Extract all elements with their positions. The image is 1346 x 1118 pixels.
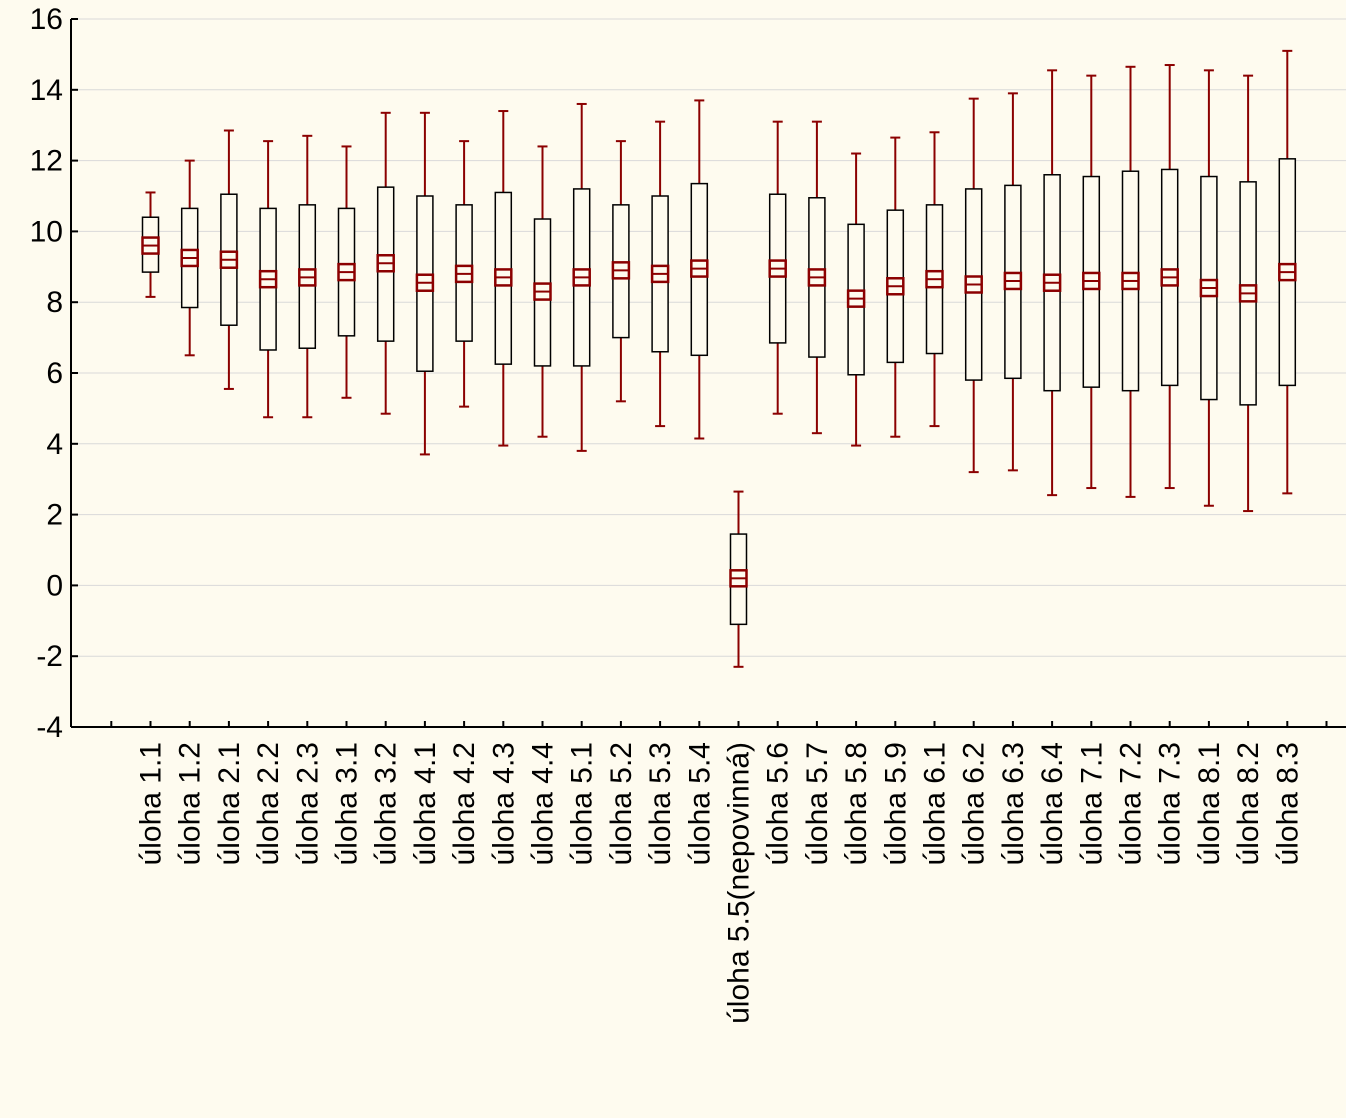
box-item xyxy=(1278,49,1297,495)
box-item xyxy=(180,159,199,357)
box-item xyxy=(964,97,983,474)
x-category-label: úloha 1.2 xyxy=(174,742,207,865)
y-tick-label: -2 xyxy=(36,640,63,673)
box-series xyxy=(141,49,1297,668)
box-item xyxy=(1160,64,1179,490)
x-category-label: úloha 4.2 xyxy=(448,742,481,865)
box-item xyxy=(376,111,395,415)
box-item xyxy=(415,111,435,456)
box-item xyxy=(337,145,356,399)
x-category-label: úloha 7.3 xyxy=(1154,742,1187,865)
y-tick-label: 16 xyxy=(30,3,63,36)
box-item xyxy=(729,490,748,668)
x-category-label: úloha 5.7 xyxy=(801,742,834,865)
box-item xyxy=(650,120,670,428)
box-item xyxy=(925,131,944,428)
x-category-label: úloha 1.1 xyxy=(135,742,168,865)
box-item xyxy=(572,102,591,452)
box-item xyxy=(768,120,787,415)
box-item xyxy=(611,140,631,403)
gridlines xyxy=(71,18,1346,657)
box-item xyxy=(494,110,513,447)
box-item xyxy=(141,191,160,298)
x-category-label: úloha 5.5(nepovinná) xyxy=(723,742,756,1024)
x-category-label: úloha 4.4 xyxy=(527,742,560,865)
x-category-label: úloha 3.2 xyxy=(370,742,403,865)
box-item xyxy=(219,129,239,390)
y-tick-label: 12 xyxy=(30,145,63,178)
x-category-label: úloha 5.3 xyxy=(644,742,677,865)
x-category-label: úloha 8.1 xyxy=(1193,742,1226,865)
box-item xyxy=(1199,69,1219,507)
box-item xyxy=(533,145,552,438)
box-item xyxy=(298,134,317,419)
y-tick-label: -4 xyxy=(36,711,63,744)
x-category-label: úloha 6.2 xyxy=(958,742,991,865)
x-category-label: úloha 8.2 xyxy=(1232,742,1265,865)
x-category-label: úloha 8.3 xyxy=(1271,742,1304,865)
x-category-label: úloha 6.3 xyxy=(997,742,1030,865)
box-item xyxy=(1082,74,1101,490)
box-item xyxy=(1121,65,1140,498)
box-item xyxy=(690,99,709,440)
box-item xyxy=(258,140,278,419)
x-axis: úloha 1.1 úloha 1.2 úloha 2.1 úloha 2.2 úloh… xyxy=(71,721,1346,1024)
x-category-label: úloha 5.9 xyxy=(879,742,912,865)
x-category-label: úloha 7.1 xyxy=(1075,742,1108,865)
x-category-label: úloha 5.1 xyxy=(566,742,599,865)
y-tick-label: 2 xyxy=(46,499,63,532)
x-category-label: úloha 2.1 xyxy=(213,742,246,865)
x-category-label: úloha 5.6 xyxy=(762,742,795,865)
x-category-label: úloha 7.2 xyxy=(1115,742,1148,865)
x-category-label: úloha 2.3 xyxy=(291,742,324,865)
x-category-label: úloha 6.4 xyxy=(1036,742,1069,865)
box-item xyxy=(807,120,827,435)
box-item xyxy=(846,152,866,447)
x-category-label: úloha 5.8 xyxy=(840,742,873,865)
y-tick-label: 8 xyxy=(46,286,63,319)
x-category-label: úloha 5.2 xyxy=(605,742,638,865)
y-tick-label: 10 xyxy=(30,215,63,248)
y-tick-label: 6 xyxy=(46,357,63,390)
x-category-label: úloha 6.1 xyxy=(919,742,952,865)
y-tick-label: 14 xyxy=(30,74,63,107)
x-category-label: úloha 4.3 xyxy=(487,742,520,865)
x-category-label: úloha 3.1 xyxy=(331,742,364,865)
x-category-label: úloha 4.1 xyxy=(409,742,442,865)
box-item xyxy=(454,140,474,408)
y-tick-label: 0 xyxy=(46,569,63,602)
box-item xyxy=(1238,74,1258,513)
x-category-label: úloha 2.2 xyxy=(252,742,285,865)
y-axis: -4 -2 0 2 4 6 8 10 12 14 16 xyxy=(30,3,78,744)
x-category-label: úloha 5.4 xyxy=(683,742,716,865)
box-item xyxy=(1042,69,1062,497)
box-item xyxy=(886,136,905,438)
y-tick-label: 4 xyxy=(46,428,63,461)
box-item xyxy=(1003,92,1023,472)
